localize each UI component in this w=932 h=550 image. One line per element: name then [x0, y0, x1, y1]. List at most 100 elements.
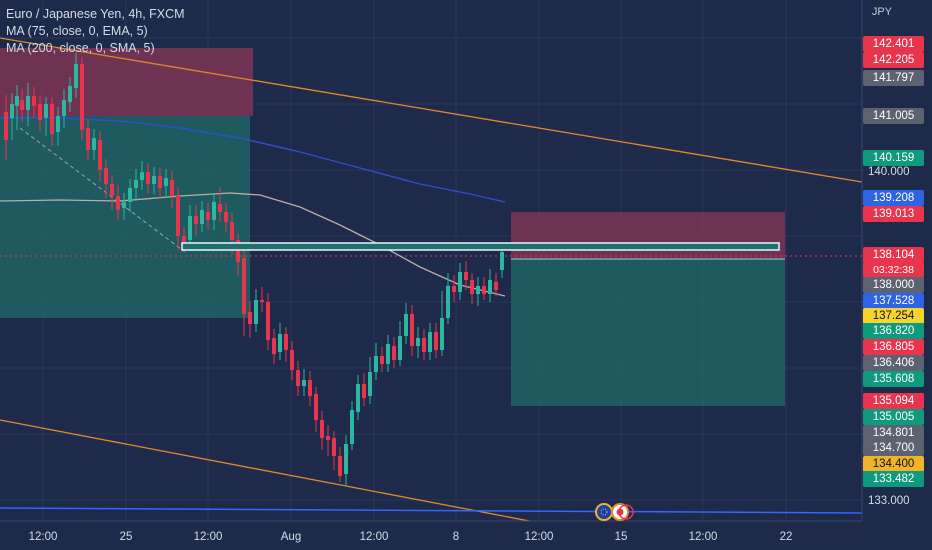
- candle[interactable]: [86, 119, 90, 160]
- price-level-badge[interactable]: 134.400: [863, 456, 924, 472]
- candle[interactable]: [152, 167, 156, 194]
- candle[interactable]: [434, 323, 438, 358]
- time-axis[interactable]: [0, 521, 932, 550]
- candle[interactable]: [212, 193, 216, 230]
- candle[interactable]: [242, 251, 246, 336]
- price-level-badge[interactable]: 136.820: [863, 323, 924, 339]
- candle[interactable]: [158, 167, 162, 198]
- candle[interactable]: [422, 329, 426, 360]
- price-level-badge[interactable]: 137.528: [863, 293, 924, 309]
- candle[interactable]: [440, 291, 444, 356]
- candle[interactable]: [470, 273, 474, 304]
- candle[interactable]: [62, 89, 66, 128]
- candle[interactable]: [344, 435, 348, 486]
- price-level-badge[interactable]: 140.159: [863, 150, 924, 166]
- candle[interactable]: [224, 203, 228, 232]
- candle[interactable]: [338, 447, 342, 482]
- candle[interactable]: [362, 373, 366, 406]
- candle[interactable]: [332, 431, 336, 470]
- candle[interactable]: [140, 161, 144, 190]
- candle[interactable]: [272, 329, 276, 364]
- candle[interactable]: [476, 277, 480, 306]
- candle[interactable]: [404, 303, 408, 344]
- price-level-badge[interactable]: 135.005: [863, 409, 924, 425]
- ema-75-line[interactable]: [0, 117, 506, 203]
- candle[interactable]: [50, 97, 54, 146]
- candle[interactable]: [80, 57, 84, 140]
- price-level-badge[interactable]: 136.406: [863, 355, 924, 371]
- candle[interactable]: [494, 273, 498, 296]
- support-zone-rectangle[interactable]: [181, 242, 780, 251]
- candle[interactable]: [452, 275, 456, 302]
- candle[interactable]: [254, 289, 258, 332]
- price-level-badge[interactable]: 134.801: [863, 425, 924, 441]
- candle[interactable]: [290, 341, 294, 380]
- candle[interactable]: [32, 87, 36, 118]
- price-level-badge[interactable]: 136.805: [863, 339, 924, 355]
- price-level-badge[interactable]: 142.401: [863, 36, 924, 52]
- price-level-badge[interactable]: 138.104: [863, 247, 924, 263]
- price-level-badge[interactable]: 139.013: [863, 206, 924, 222]
- candle[interactable]: [398, 321, 402, 366]
- candle[interactable]: [266, 293, 270, 350]
- candle[interactable]: [206, 203, 210, 230]
- price-level-badge[interactable]: 142.205: [863, 52, 924, 68]
- horizontal-blue-line[interactable]: [0, 507, 863, 514]
- currency-label[interactable]: JPY: [871, 6, 892, 18]
- candle[interactable]: [260, 287, 264, 312]
- candle[interactable]: [74, 53, 78, 98]
- candle[interactable]: [92, 129, 96, 160]
- candle[interactable]: [110, 175, 114, 210]
- candle[interactable]: [170, 171, 174, 208]
- lower-trendline[interactable]: [0, 419, 546, 525]
- candle[interactable]: [458, 263, 462, 300]
- candle[interactable]: [128, 179, 132, 212]
- candle[interactable]: [326, 425, 330, 456]
- candle[interactable]: [314, 387, 318, 432]
- long-position-loss-zone[interactable]: [511, 212, 785, 259]
- candle[interactable]: [302, 369, 306, 396]
- candle[interactable]: [296, 361, 300, 396]
- candle[interactable]: [248, 301, 252, 338]
- candle[interactable]: [20, 89, 24, 122]
- candle[interactable]: [284, 327, 288, 362]
- symbol-title[interactable]: Euro / Japanese Yen, 4h, FXCM: [6, 7, 185, 21]
- candle[interactable]: [278, 323, 282, 360]
- candle[interactable]: [146, 163, 150, 194]
- candle[interactable]: [44, 97, 48, 136]
- candle[interactable]: [410, 305, 414, 356]
- candle[interactable]: [446, 273, 450, 324]
- candle[interactable]: [38, 95, 42, 132]
- sma-indicator-label[interactable]: MA (200, close, 0, SMA, 5): [6, 41, 155, 55]
- candle[interactable]: [26, 83, 30, 126]
- candle[interactable]: [116, 185, 120, 220]
- candle[interactable]: [194, 205, 198, 236]
- price-level-badge[interactable]: 141.005: [863, 108, 924, 124]
- price-level-badge[interactable]: 138.000: [863, 277, 924, 293]
- price-level-badge[interactable]: 139.208: [863, 190, 924, 206]
- candle[interactable]: [350, 401, 354, 450]
- price-level-badge[interactable]: 137.254: [863, 308, 924, 324]
- candle[interactable]: [98, 131, 102, 182]
- price-level-badge[interactable]: 141.797: [863, 70, 924, 86]
- candle[interactable]: [104, 159, 108, 198]
- candle[interactable]: [368, 357, 372, 404]
- sma-200-line[interactable]: [0, 192, 506, 297]
- candle[interactable]: [200, 201, 204, 232]
- candle[interactable]: [218, 187, 222, 222]
- eu-flag-icon[interactable]: [595, 503, 613, 521]
- candle[interactable]: [4, 95, 8, 160]
- candle[interactable]: [464, 261, 468, 290]
- candle[interactable]: [428, 323, 432, 360]
- candle[interactable]: [10, 93, 14, 140]
- candle[interactable]: [392, 337, 396, 368]
- long-position-profit-zone[interactable]: [511, 259, 785, 406]
- candle[interactable]: [122, 193, 126, 220]
- candle[interactable]: [134, 169, 138, 200]
- candle[interactable]: [320, 411, 324, 450]
- price-level-badge[interactable]: 135.608: [863, 371, 924, 387]
- candle[interactable]: [488, 269, 492, 302]
- candle[interactable]: [374, 343, 378, 380]
- candle[interactable]: [176, 187, 180, 250]
- price-level-badge[interactable]: 133.482: [863, 471, 924, 487]
